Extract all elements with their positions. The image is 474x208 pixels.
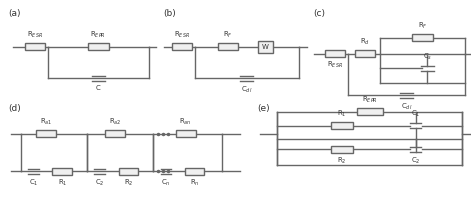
Text: R$_2$: R$_2$ (124, 177, 133, 188)
Bar (185, 168, 204, 175)
Text: C$_{dl}$: C$_{dl}$ (401, 102, 412, 112)
Text: R$_{EPR}$: R$_{EPR}$ (91, 30, 106, 40)
Text: (e): (e) (258, 104, 270, 113)
Text: R$_{a2}$: R$_{a2}$ (109, 117, 121, 127)
Bar (258, 41, 273, 53)
Text: R$_d$: R$_d$ (360, 37, 370, 47)
Bar (105, 130, 125, 137)
Bar (357, 108, 383, 115)
Text: R$_{a1}$: R$_{a1}$ (40, 117, 52, 127)
Bar (218, 43, 238, 50)
Text: C$_2$: C$_2$ (411, 156, 420, 166)
Bar (118, 168, 138, 175)
Bar (331, 146, 353, 153)
Text: R$_2$: R$_2$ (337, 156, 347, 166)
Text: R$_{an}$: R$_{an}$ (179, 117, 192, 127)
Text: (d): (d) (8, 104, 21, 113)
Bar (53, 168, 72, 175)
Text: R$_1$: R$_1$ (57, 177, 67, 188)
Text: R$_n$: R$_n$ (190, 177, 200, 188)
Text: C$_n$: C$_n$ (161, 177, 171, 188)
Text: C$_1$: C$_1$ (411, 109, 420, 119)
Bar (356, 50, 375, 57)
Text: C$_2$: C$_2$ (95, 177, 105, 188)
Text: C$_{dl}$: C$_{dl}$ (241, 85, 253, 95)
Bar (411, 35, 433, 41)
Bar (176, 130, 196, 137)
Text: (a): (a) (8, 9, 20, 18)
Text: C$_1$: C$_1$ (29, 177, 38, 188)
Text: R$_{ESR}$: R$_{ESR}$ (173, 30, 190, 40)
Bar (325, 50, 345, 57)
Text: R$_{ESR}$: R$_{ESR}$ (27, 30, 43, 40)
Text: R$_{EPR}$: R$_{EPR}$ (362, 95, 378, 105)
Text: R$_F$: R$_F$ (418, 21, 428, 31)
Text: (b): (b) (163, 9, 176, 18)
Text: C$_s$: C$_s$ (423, 52, 432, 62)
Text: (c): (c) (313, 9, 325, 18)
Bar (331, 122, 353, 129)
Bar (172, 43, 191, 50)
Text: R$_{ESR}$: R$_{ESR}$ (327, 60, 343, 70)
Text: R$_F$: R$_F$ (223, 30, 233, 40)
Text: R$_1$: R$_1$ (337, 109, 347, 119)
Bar (88, 43, 109, 50)
Text: W: W (262, 44, 269, 50)
Bar (25, 43, 45, 50)
Bar (36, 130, 56, 137)
Text: C: C (96, 85, 101, 91)
